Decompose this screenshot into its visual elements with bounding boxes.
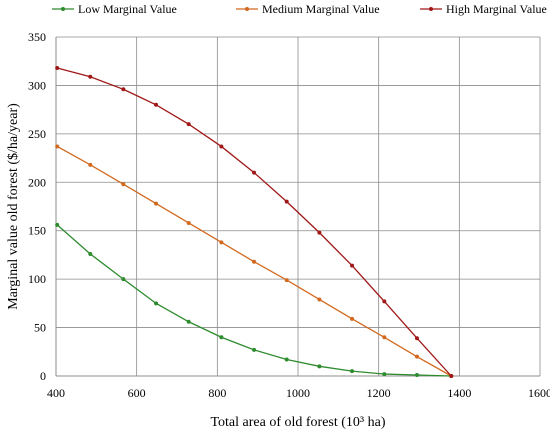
x-tick-label: 600 bbox=[128, 386, 146, 400]
data-point bbox=[350, 263, 355, 268]
data-point bbox=[55, 65, 60, 70]
y-tick-label: 100 bbox=[28, 272, 46, 286]
data-point bbox=[121, 277, 126, 282]
data-point bbox=[284, 199, 289, 204]
legend-swatch-marker bbox=[429, 7, 433, 11]
data-point bbox=[121, 87, 126, 92]
data-point bbox=[317, 297, 322, 302]
data-point bbox=[252, 170, 257, 175]
data-point bbox=[154, 301, 159, 306]
series-2 bbox=[55, 65, 454, 378]
x-tick-label: 800 bbox=[208, 386, 226, 400]
data-point bbox=[350, 316, 355, 321]
data-point bbox=[317, 364, 322, 369]
legend-item: Medium Marginal Value bbox=[236, 2, 380, 16]
data-point bbox=[350, 369, 355, 374]
data-point bbox=[186, 220, 191, 225]
data-point bbox=[88, 251, 93, 256]
x-tick-label: 1000 bbox=[286, 386, 310, 400]
data-point bbox=[154, 102, 159, 107]
x-axis-title: Total area of old forest (10³ ha) bbox=[210, 415, 385, 430]
legend-label: Medium Marginal Value bbox=[262, 2, 380, 16]
data-point bbox=[154, 201, 159, 206]
legend-swatch-marker bbox=[61, 7, 65, 11]
data-point bbox=[121, 182, 126, 187]
x-tick-label: 1600 bbox=[528, 386, 550, 400]
data-point bbox=[414, 354, 419, 359]
x-tick-label: 1400 bbox=[447, 386, 471, 400]
data-point bbox=[284, 357, 289, 362]
legend-item: High Marginal Value bbox=[420, 2, 547, 16]
series-line bbox=[56, 224, 452, 377]
y-tick-label: 0 bbox=[40, 369, 46, 383]
legend: Low Marginal Value Medium Marginal Value H… bbox=[52, 2, 547, 16]
x-tick-label: 400 bbox=[47, 386, 65, 400]
series-1 bbox=[55, 144, 454, 378]
y-axis-title: Marginal value old forest ($/ha/year) bbox=[6, 103, 21, 310]
legend-swatch-marker bbox=[245, 7, 249, 11]
series-group bbox=[55, 65, 454, 378]
data-point bbox=[252, 347, 257, 352]
data-point bbox=[219, 144, 224, 149]
gridlines bbox=[55, 36, 541, 377]
data-point bbox=[252, 259, 257, 264]
y-tick-label: 200 bbox=[28, 175, 46, 189]
data-point bbox=[414, 336, 419, 341]
series-0 bbox=[55, 222, 454, 378]
data-point bbox=[186, 319, 191, 324]
data-point bbox=[55, 222, 60, 227]
data-point bbox=[449, 374, 454, 378]
legend-label: Low Marginal Value bbox=[78, 2, 177, 16]
data-point bbox=[55, 144, 60, 149]
series-line bbox=[57, 67, 452, 377]
data-point bbox=[382, 335, 387, 340]
data-point bbox=[88, 74, 93, 79]
legend-item: Low Marginal Value bbox=[52, 2, 177, 16]
tick-labels: 400 600 800 1000 1200 1400 1600 0 50 100 150 200 250… bbox=[28, 30, 550, 400]
legend-label: High Marginal Value bbox=[446, 2, 547, 16]
data-point bbox=[186, 122, 191, 127]
data-point bbox=[382, 299, 387, 304]
data-point bbox=[219, 335, 224, 340]
y-tick-label: 350 bbox=[28, 30, 46, 44]
y-tick-label: 50 bbox=[34, 321, 46, 335]
data-point bbox=[382, 372, 387, 377]
data-point bbox=[219, 240, 224, 245]
x-tick-label: 1200 bbox=[367, 386, 391, 400]
data-point bbox=[88, 162, 93, 167]
y-tick-label: 150 bbox=[28, 224, 46, 238]
data-point bbox=[284, 278, 289, 283]
y-tick-label: 250 bbox=[28, 127, 46, 141]
data-point bbox=[414, 373, 419, 378]
data-point bbox=[317, 230, 322, 235]
y-tick-label: 300 bbox=[28, 78, 46, 92]
